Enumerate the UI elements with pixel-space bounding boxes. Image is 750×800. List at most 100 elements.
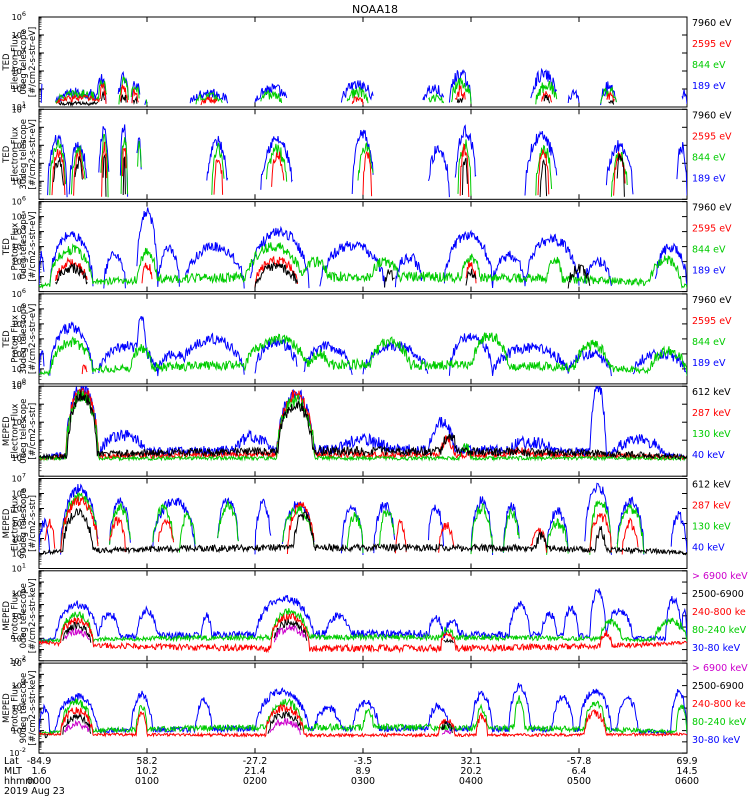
series-line xyxy=(60,492,645,555)
ylabel-line: Proton Flux xyxy=(11,684,21,732)
series-line xyxy=(39,389,687,462)
x-axis-labels: LatMLThhmm-84.91.6000058.210.20100-27.22… xyxy=(4,756,699,797)
y-tick-base: 10 xyxy=(12,682,22,691)
channel-label: 2500-6900 xyxy=(692,681,744,692)
y-tick-exp: 2 xyxy=(22,255,26,263)
channel-label: 7960 eV xyxy=(692,203,732,214)
x-tick-label-mlt: 10.2 xyxy=(136,766,157,777)
ylabel-line: [#/cm2-s-str] xyxy=(28,403,38,460)
y-tick-base: 10 xyxy=(12,612,22,621)
series-line xyxy=(39,242,687,290)
y-tick-label: 102 xyxy=(12,701,26,713)
ylabel-line: [#/cm2-s-str-eV] xyxy=(28,211,38,281)
y-tick-exp: 4 xyxy=(22,415,26,423)
y-tick-exp: -2 xyxy=(20,746,26,754)
channel-label: 30-80 keV xyxy=(692,735,741,746)
channel-label: 7960 eV xyxy=(692,110,732,121)
y-tick-exp: 4 xyxy=(22,586,26,594)
y-tick-exp: 1 xyxy=(22,270,26,278)
y-tick-base: 10 xyxy=(12,228,22,237)
y-tick-label: 103 xyxy=(12,332,26,344)
panel-ylabel: TEDElectron Flux30deg telescope[#/cm2-s-… xyxy=(2,119,38,190)
series-line xyxy=(58,91,615,107)
y-tick-label: 103 xyxy=(12,240,26,252)
ylabel-line: 0deg telescope xyxy=(19,399,29,464)
channel-label: 844 eV xyxy=(692,337,726,348)
y-tick-exp: 2 xyxy=(22,138,26,146)
y-tick-label: 106 xyxy=(12,656,26,668)
panel-data xyxy=(47,124,687,198)
y-tick-label: 104 xyxy=(12,679,26,691)
y-tick-base: 10 xyxy=(12,350,22,359)
panel-data xyxy=(39,207,687,290)
y-tick-exp: 2 xyxy=(22,451,26,459)
y-tick-label: 104 xyxy=(12,46,26,58)
y-tick-label: 101 xyxy=(12,362,26,374)
x-tick-label-mlt: 8.9 xyxy=(355,766,370,777)
channel-label: 7960 eV xyxy=(692,18,732,29)
ylabel-line: 30deg telescope xyxy=(19,304,29,375)
y-tick-label: 104 xyxy=(12,517,26,529)
y-tick-exp: 1 xyxy=(22,562,26,570)
y-tick-label: 106 xyxy=(12,379,26,391)
x-tick-label-hhmm: 0600 xyxy=(675,776,699,787)
ylabel-line: 0deg telescope xyxy=(19,29,29,94)
series-line xyxy=(52,153,625,198)
series-line xyxy=(39,332,687,377)
ylabel-line: Electron Flux xyxy=(11,127,21,182)
ylabel-line: TED xyxy=(2,330,12,349)
y-tick-label: 105 xyxy=(12,502,26,514)
y-tick-exp: 6 xyxy=(22,287,26,295)
y-tick-base: 10 xyxy=(12,49,22,58)
channel-label: 844 eV xyxy=(692,60,726,71)
ylabel-line: MEPED xyxy=(2,600,12,630)
y-tick-base: 10 xyxy=(12,454,22,463)
channel-label: 30-80 keV xyxy=(692,643,741,654)
y-tick-exp: 4 xyxy=(22,517,26,525)
ylabel-line: 90deg telescope xyxy=(19,673,29,744)
y-tick-exp: 1 xyxy=(22,362,26,370)
y-tick-exp: 5 xyxy=(22,210,26,218)
channel-label: 844 eV xyxy=(692,152,726,163)
y-tick-exp: 6 xyxy=(22,195,26,203)
ylabel-line: Electron Flux xyxy=(11,496,21,551)
panel-ylabel: MEPEDProton Flux0deg telescope[#/cm2-s-s… xyxy=(2,578,38,653)
y-tick-label: 101 xyxy=(12,270,26,282)
y-tick-exp: 3 xyxy=(22,240,26,248)
y-tick-base: 10 xyxy=(12,85,22,94)
y-tick-label: 106 xyxy=(12,195,26,207)
ylabel-line: [#/cm2-s-str-eV] xyxy=(28,119,38,189)
channel-label: 287 keV xyxy=(692,501,731,512)
y-tick-label: 101 xyxy=(12,562,26,574)
channel-label: 130 keV xyxy=(692,429,731,440)
y-tick-label: 103 xyxy=(12,64,26,76)
y-tick-exp: 0 xyxy=(22,724,26,732)
y-tick-exp: 7 xyxy=(22,472,26,480)
y-tick-exp: 2 xyxy=(22,701,26,709)
y-tick-label: 102 xyxy=(12,138,26,150)
ylabel-line: [#/cm2-s-str] xyxy=(28,495,38,552)
y-tick-base: 10 xyxy=(12,103,22,112)
y-tick-base: 10 xyxy=(12,213,22,222)
y-tick-base: 10 xyxy=(12,505,22,514)
chart-title: NOAA18 xyxy=(352,3,398,16)
channel-label: 40 keV xyxy=(692,450,725,461)
y-tick-base: 10 xyxy=(12,290,22,299)
panel-data xyxy=(39,588,687,654)
series-line xyxy=(63,717,452,735)
x-tick-label-mlt: 14.5 xyxy=(676,766,697,777)
y-tick-label: 100 xyxy=(12,724,26,736)
y-tick-label: 103 xyxy=(12,532,26,544)
x-tick-label-hhmm: 0100 xyxy=(135,776,159,787)
series-line xyxy=(39,507,687,556)
series-line xyxy=(39,386,687,461)
y-tick-label: 102 xyxy=(12,82,26,94)
ylabel-line: TED xyxy=(2,145,12,164)
series-line xyxy=(56,83,615,106)
y-tick-exp: 3 xyxy=(22,532,26,540)
